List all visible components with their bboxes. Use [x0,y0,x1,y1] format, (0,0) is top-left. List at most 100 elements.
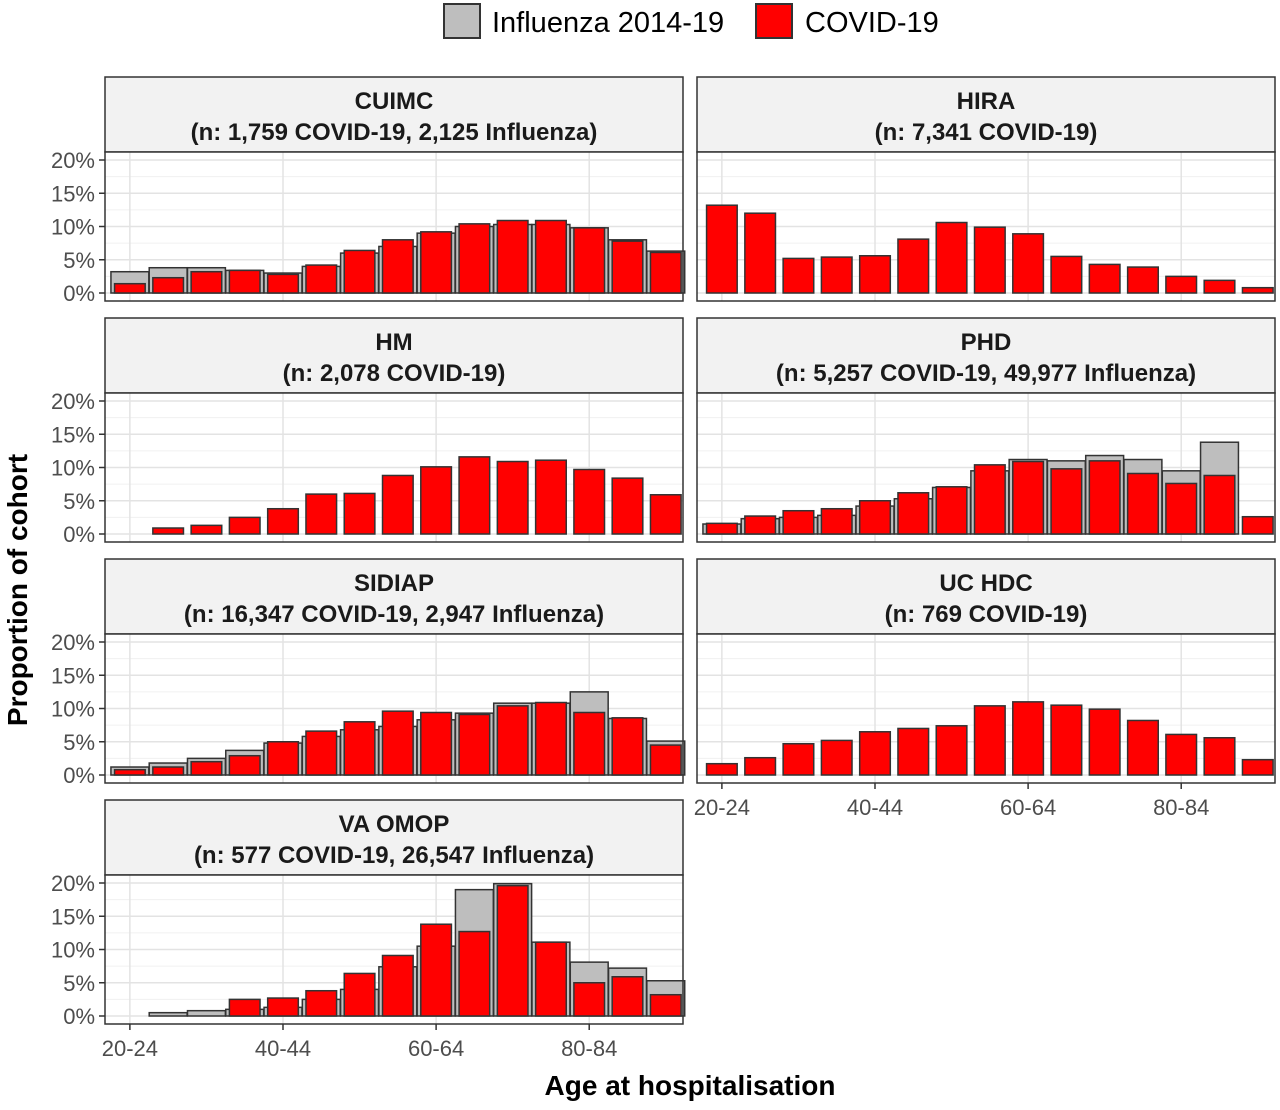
x-axis-title: Age at hospitalisation [545,1070,836,1101]
bar-covid [534,941,568,1017]
bar-covid [611,240,644,294]
panel-subtitle: (n: 2,078 COVID-19) [283,360,506,387]
bar-covid [1012,701,1045,776]
legend-key-covid [755,3,793,39]
bar-covid [381,474,414,535]
bar-covid [1203,737,1236,776]
panel-subtitle: (n: 577 COVID-19, 26,547 Influenza) [194,842,594,869]
panels: CUIMC (n: 1,759 COVID-19, 2,125 Influenza… [51,76,1276,1061]
x-tick-label: 60-64 [1000,795,1056,820]
bar-covid [973,464,1006,535]
legend: Influenza 2014-19 COVID-19 [443,3,939,39]
panel-title: VA OMOP [339,811,450,838]
x-tick-label: 40-44 [847,795,903,820]
panel-strip [104,76,684,153]
y-tick-label: 5% [63,971,95,996]
bar-covid [305,264,338,294]
y-tick-label: 15% [51,181,95,206]
bar-covid [1241,515,1274,535]
panel-strip [696,558,1276,635]
panel-uc-hdc: UC HDC (n: 769 COVID-19) 20-24 40-44 60-64 80… [694,558,1276,820]
bar-covid [305,730,338,776]
bar-covid [190,524,223,535]
bar-covid [1050,468,1083,535]
y-tick-label: 0% [63,522,95,547]
bar-covid [190,760,223,776]
bar-covid [935,725,968,776]
bar-covid [573,227,606,294]
bar-covid [744,515,777,535]
y-tick-label: 15% [51,422,95,447]
bar-covid [573,468,606,535]
legend-label-influenza: Influenza 2014-19 [492,7,724,39]
panel-subtitle: (n: 1,759 COVID-19, 2,125 Influenza) [191,119,598,146]
bar-covid [266,507,300,535]
bar-covid [228,998,261,1017]
bar-covid [897,238,930,294]
bar-covid [228,516,261,535]
bar-covid [782,742,815,776]
panel-strip [104,317,684,394]
y-tick-label: 10% [51,938,95,963]
y-tick-label: 0% [63,281,95,306]
x-tick-label: 40-44 [255,1036,311,1061]
bar-covid [534,459,568,535]
panel-strip [696,317,1276,394]
bar-covid [744,756,777,776]
panel-title: HIRA [957,88,1016,115]
bar-covid [420,466,453,535]
bar-covid [1241,286,1274,294]
panel-hira: HIRA (n: 7,341 COVID-19) [696,76,1276,302]
y-tick-label: 0% [63,1004,95,1029]
bar-covid [1126,472,1160,535]
x-tick-label: 20-24 [102,1036,158,1061]
bar-covid [534,701,568,776]
bar-covid [935,221,968,294]
bar-covid [152,527,185,535]
bar-covid [1088,708,1121,776]
y-tick-label: 5% [63,730,95,755]
bar-covid [649,251,682,294]
bar-covid [381,239,414,294]
bar-covid [458,930,491,1017]
bar-covid [1050,255,1083,294]
bar-covid [458,456,491,535]
panel-title: SIDIAP [354,570,434,597]
legend-label-covid: COVID-19 [805,7,939,39]
bar-covid [420,711,453,776]
bar-covid [113,768,146,776]
bar-covid [897,727,930,776]
bar-covid [1165,275,1198,294]
bar-covid [534,219,568,294]
panel-va-omop: VA OMOP (n: 577 COVID-19, 26,547 Influenz… [51,799,686,1061]
bar-covid [228,269,261,294]
bar-covid [573,711,606,776]
bar-covid [458,713,491,776]
panel-sidiap: SIDIAP (n: 16,347 COVID-19, 2,947 Influen… [51,558,686,788]
bar-covid [343,972,376,1017]
y-tick-label: 5% [63,489,95,514]
panel-subtitle: (n: 5,257 COVID-19, 49,977 Influenza) [776,360,1196,387]
panel-subtitle: (n: 769 COVID-19) [885,601,1088,628]
bar-covid [744,212,777,294]
plot-border [696,151,1276,302]
bar-covid [343,721,376,776]
x-tick-label: 80-84 [1153,795,1209,820]
bar-covid [496,705,529,776]
bar-covid [649,993,682,1017]
bar-covid [113,282,146,294]
bar-covid [973,226,1006,294]
y-tick-label: 10% [51,215,95,240]
bar-covid [420,923,453,1017]
y-tick-label: 15% [51,904,95,929]
bar-covid [305,989,338,1017]
plot-border [696,633,1276,784]
y-tick-label: 20% [51,630,95,655]
y-tick-label: 0% [63,763,95,788]
panel-title: CUIMC [355,88,434,115]
bar-covid [1126,266,1160,294]
bar-covid [1203,474,1236,535]
bar-covid [496,884,529,1017]
y-tick-label: 20% [51,148,95,173]
